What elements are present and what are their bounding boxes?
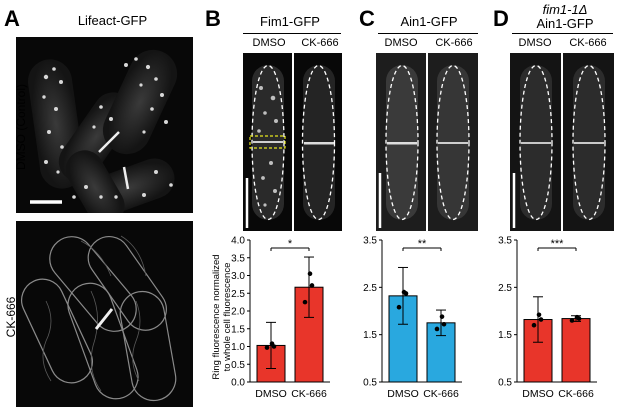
significance-label-d: *** [551, 238, 565, 250]
panel-c-condition-dmso: DMSO [384, 37, 418, 49]
y-tick-label-b: 4.0 [231, 236, 245, 247]
panel-b-title-rule [243, 33, 341, 34]
y-tick-label-b: 2.5 [231, 289, 245, 300]
panel-letter-b: B [205, 6, 221, 31]
chart-panel-d: 0.5 1.5 2.5 3.5 DMSO CK-666 *** [498, 236, 597, 400]
significance-label-c: ** [418, 238, 427, 250]
panel-d-title-line1: fim1-1Δ [515, 2, 615, 17]
bar-d-1 [561, 318, 591, 383]
data-point-d-0 [536, 312, 542, 318]
y-tick-label-b: 0.0 [231, 378, 245, 389]
y-tick-label-b: 3.5 [231, 253, 245, 264]
panel-d-genotype: fim1-1Δ [542, 2, 588, 17]
data-point-c-1 [434, 326, 440, 332]
panel-d-condition-ck666: CK-666 [569, 37, 607, 49]
panel-letter-a: A [4, 6, 20, 31]
data-point-b-1 [309, 283, 315, 288]
y-axis-label-line1: Ring fluorescence normalized [211, 254, 222, 380]
y-tick-label-b: 1.5 [231, 324, 245, 335]
y-tick-label-c: 2.5 [363, 283, 377, 294]
significance-label-b: * [288, 238, 293, 250]
panel-b-condition-dmso: DMSO [252, 37, 286, 49]
panel-c-condition-ck666: CK-666 [435, 37, 473, 49]
lifeact-ck666-micrograph [16, 221, 193, 407]
fim1-ck666-micrograph [294, 53, 342, 231]
panel-b-title: Fim1-GFP [260, 14, 320, 29]
panel-d-title-line2: Ain1-GFP [536, 16, 594, 31]
panel-c-title: Ain1-GFP [400, 14, 458, 29]
panel-d-title-rule [512, 33, 613, 34]
panel-c-title-rule [378, 33, 478, 34]
data-point-d-1 [574, 314, 580, 320]
category-label-d-0: DMSO [522, 388, 554, 400]
fim1-ain1-ck666-micrograph [563, 53, 614, 231]
data-point-b-0 [269, 341, 275, 346]
panel-a-title: Lifeact-GFP [77, 13, 148, 28]
y-tick-label-d: 1.5 [498, 330, 512, 341]
ain1-ck666-micrograph [428, 53, 478, 231]
y-tick-label-b: 0.5 [231, 360, 245, 371]
row-label-dmso-control: DMSO (Control) [14, 84, 28, 171]
panel-letter-c: C [359, 6, 375, 31]
y-tick-label-d: 3.5 [498, 236, 512, 247]
y-tick-label-c: 1.5 [363, 330, 377, 341]
data-point-c-1 [439, 314, 445, 319]
data-point-c-0 [396, 304, 402, 310]
category-label-c-0: DMSO [387, 388, 419, 400]
y-tick-label-c: 0.5 [363, 378, 377, 389]
data-point-b-1 [307, 271, 313, 277]
data-point-b-1 [302, 299, 308, 305]
data-point-d-0 [531, 322, 537, 328]
panel-letter-d: D [493, 6, 509, 31]
category-label-b-0: DMSO [255, 388, 287, 400]
y-tick-label-d: 2.5 [498, 283, 512, 294]
y-tick-label-b: 1.0 [231, 342, 245, 353]
fim1-dmso-micrograph [243, 53, 292, 231]
ain1-dmso-micrograph [376, 53, 426, 231]
panel-d-condition-dmso: DMSO [518, 37, 552, 49]
category-label-d-1: CK-666 [558, 388, 594, 400]
chart-panel-b: 0.0 0.5 1.0 1.5 2.0 2.5 3.0 3.5 4.0 DMSO CK-666 * [231, 236, 330, 400]
data-point-b-0 [264, 345, 270, 350]
roi-box [249, 135, 286, 149]
y-tick-label-c: 3.5 [363, 236, 377, 247]
data-point-d-0 [538, 317, 544, 322]
category-label-b-1: CK-666 [291, 388, 327, 400]
data-point-c-1 [441, 321, 447, 327]
y-tick-label-b: 2.0 [231, 307, 245, 318]
row-label-ck666: CK-666 [4, 296, 18, 338]
category-label-c-1: CK-666 [423, 388, 459, 400]
panel-b-condition-ck666: CK-666 [301, 37, 339, 49]
data-point-d-1 [569, 318, 575, 323]
lifeact-dmso-micrograph [16, 37, 193, 213]
y-tick-label-b: 3.0 [231, 271, 245, 282]
chart-panel-c: 0.5 1.5 2.5 3.5 DMSO CK-666 ** [363, 236, 462, 400]
data-point-c-0 [401, 289, 407, 295]
fim1-ain1-dmso-micrograph [510, 53, 561, 231]
y-tick-label-d: 0.5 [498, 378, 512, 389]
